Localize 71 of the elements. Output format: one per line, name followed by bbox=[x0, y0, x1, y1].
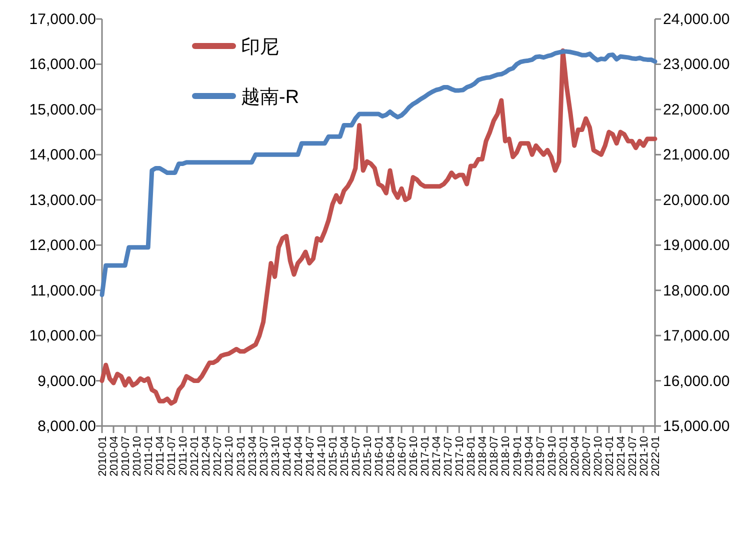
x-tick-label: 2016-07 bbox=[396, 436, 409, 476]
x-tick-label: 2021-07 bbox=[626, 436, 639, 476]
x-tick-label: 2018-10 bbox=[500, 436, 512, 476]
y-tick-label: 10,000.00 bbox=[29, 328, 96, 345]
x-tick-label: 2013-10 bbox=[270, 436, 282, 476]
x-tick-label: 2018-04 bbox=[477, 436, 490, 476]
x-tick-label: 2015-04 bbox=[338, 436, 351, 476]
y2-tick-label: 22,000.00 bbox=[663, 101, 730, 118]
y-tick-label: 17,000.00 bbox=[29, 11, 96, 28]
x-tick-label: 2021-01 bbox=[604, 436, 616, 476]
y2-tick-label: 17,000.00 bbox=[663, 328, 730, 345]
x-tick-label: 2011-10 bbox=[178, 436, 190, 476]
x-tick-label: 2011-04 bbox=[154, 436, 167, 476]
y-tick-label: 12,000.00 bbox=[29, 237, 96, 254]
y2-tick-label: 15,000.00 bbox=[663, 418, 730, 435]
x-tick-label: 2021-04 bbox=[615, 436, 628, 476]
x-tick-label: 2019-10 bbox=[546, 436, 558, 476]
x-tick-label: 2020-01 bbox=[558, 436, 570, 476]
x-tick-label: 2012-07 bbox=[212, 436, 224, 476]
legend-label: 越南-R bbox=[241, 87, 300, 108]
x-tick-label: 2010-07 bbox=[120, 436, 132, 476]
x-tick-label: 2015-01 bbox=[327, 436, 340, 476]
y2-tick-label: 23,000.00 bbox=[663, 56, 730, 74]
x-tick-label: 2014-10 bbox=[316, 436, 328, 476]
x-tick-label: 2015-10 bbox=[362, 436, 374, 476]
x-tick-label: 2020-10 bbox=[592, 436, 604, 476]
x-tick-label: 2013-07 bbox=[258, 436, 270, 476]
x-tick-label: 2019-01 bbox=[512, 436, 524, 476]
y2-tick-label: 19,000.00 bbox=[663, 237, 730, 254]
x-tick-label: 2012-10 bbox=[224, 436, 236, 476]
y-tick-label: 15,000.00 bbox=[29, 101, 96, 118]
x-tick-label: 2022-01 bbox=[650, 436, 662, 476]
x-tick-label: 2015-07 bbox=[350, 436, 362, 476]
x-tick-label: 2010-01 bbox=[97, 436, 109, 476]
y2-tick-label: 18,000.00 bbox=[663, 282, 730, 300]
x-tick-label: 2010-04 bbox=[108, 436, 121, 476]
x-tick-label: 2021-10 bbox=[638, 436, 650, 476]
x-tick-label: 2017-07 bbox=[442, 436, 455, 476]
y2-tick-label: 20,000.00 bbox=[663, 192, 730, 209]
x-tick-label: 2013-01 bbox=[235, 436, 248, 476]
x-tick-label: 2014-07 bbox=[304, 436, 316, 476]
x-tick-label: 2016-01 bbox=[374, 436, 386, 476]
x-tick-label: 2017-10 bbox=[454, 436, 466, 476]
x-tick-label: 2019-07 bbox=[534, 436, 547, 476]
x-tick-label: 2012-01 bbox=[189, 436, 202, 476]
y-tick-label: 16,000.00 bbox=[29, 56, 96, 74]
y2-tick-label: 21,000.00 bbox=[663, 146, 730, 164]
x-tick-label: 2014-01 bbox=[281, 436, 294, 476]
x-tick-label: 2016-04 bbox=[385, 436, 398, 476]
x-tick-label: 2010-10 bbox=[132, 436, 144, 476]
y-tick-label: 13,000.00 bbox=[29, 192, 96, 209]
x-tick-label: 2016-10 bbox=[408, 436, 420, 476]
x-tick-label: 2018-01 bbox=[466, 436, 478, 476]
x-tick-label: 2018-07 bbox=[488, 436, 501, 476]
y2-tick-label: 24,000.00 bbox=[663, 11, 730, 28]
x-tick-label: 2017-04 bbox=[431, 436, 444, 476]
x-tick-label: 2017-01 bbox=[420, 436, 432, 476]
x-tick-label: 2012-04 bbox=[200, 436, 213, 476]
y-tick-label: 9,000.00 bbox=[38, 372, 96, 390]
x-tick-label: 2011-01 bbox=[143, 436, 156, 476]
x-tick-label: 2019-04 bbox=[523, 436, 536, 476]
y-tick-label: 11,000.00 bbox=[30, 282, 96, 300]
x-tick-label: 2020-04 bbox=[569, 436, 582, 476]
x-tick-label: 2011-07 bbox=[166, 436, 178, 476]
x-tick-label: 2020-07 bbox=[580, 436, 593, 476]
legend-label: 印尼 bbox=[241, 37, 279, 58]
x-tick-label: 2014-04 bbox=[292, 436, 305, 476]
y2-tick-label: 16,000.00 bbox=[663, 372, 730, 390]
y-tick-label: 14,000.00 bbox=[29, 146, 96, 164]
x-tick-label: 2013-04 bbox=[246, 436, 259, 476]
y-tick-label: 8,000.00 bbox=[38, 418, 96, 435]
